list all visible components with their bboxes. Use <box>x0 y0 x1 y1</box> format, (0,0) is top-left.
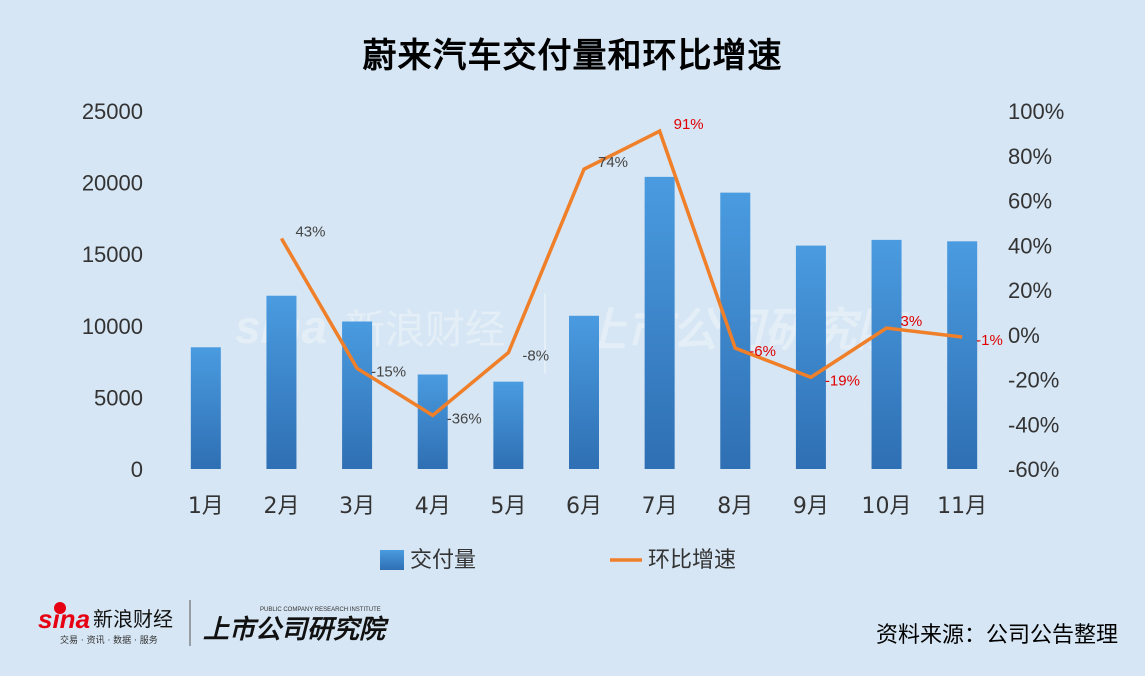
legend-bar-swatch <box>380 550 404 570</box>
y-right-tick-label: 20% <box>1008 278 1052 303</box>
bar-9月 <box>795 245 826 469</box>
x-tick-label: 10月 <box>862 494 912 519</box>
combo-chart: 0 5000 10000 15000 20000 25000 -60% -40% -20% 0% 2… <box>82 99 1064 573</box>
sina-brand-sub: 交易 · 资讯 · 数据 · 服务 <box>60 634 158 646</box>
bar-1月 <box>190 347 221 469</box>
y-right-tick-label: 0% <box>1008 323 1040 348</box>
bar-4月 <box>417 374 448 469</box>
bar-5月 <box>493 381 524 469</box>
y-left-tick-label: 0 <box>131 457 143 482</box>
x-tick-label: 9月 <box>793 494 829 519</box>
x-tick-label: 3月 <box>339 494 375 519</box>
growth-label: 3% <box>901 313 923 330</box>
source-note: 资料来源：公司公告整理 <box>875 623 1118 648</box>
growth-label: 91% <box>674 116 704 133</box>
y-left-tick-label: 15000 <box>82 242 143 267</box>
bar-3月 <box>342 321 373 469</box>
x-tick-label: 8月 <box>717 494 753 519</box>
y-right-tick-label: -20% <box>1008 368 1059 393</box>
growth-label: -19% <box>825 372 860 389</box>
growth-label: -6% <box>749 343 776 360</box>
growth-label: -15% <box>371 363 406 380</box>
bar-2月 <box>266 295 297 469</box>
sina-brand: 新浪财经 <box>93 607 173 631</box>
x-tick-label: 5月 <box>490 494 526 519</box>
y-left-tick-label: 10000 <box>82 314 143 339</box>
y-left-tick-label: 5000 <box>94 385 143 410</box>
growth-label: 43% <box>295 224 325 241</box>
institute-name: 上市公司研究院 <box>203 615 389 645</box>
sina-eye-icon <box>54 602 66 614</box>
y-right-tick-label: 80% <box>1008 144 1052 169</box>
x-tick-label: 11月 <box>937 494 987 519</box>
legend-bar-label: 交付量 <box>410 548 476 573</box>
x-tick-label: 6月 <box>566 494 602 519</box>
chart-title: 蔚来汽车交付量和环比增速 <box>362 36 783 76</box>
bar-10月 <box>871 239 902 469</box>
growth-label: 74% <box>598 154 628 171</box>
footer-logo: sina 新浪财经 交易 · 资讯 · 数据 · 服务 PUBLIC COMPA… <box>38 600 389 646</box>
y-right-tick-label: 100% <box>1008 99 1064 124</box>
x-tick-label: 2月 <box>263 494 299 519</box>
y-left-tick-label: 25000 <box>82 99 143 124</box>
growth-label: -36% <box>447 410 482 427</box>
growth-line <box>279 128 963 418</box>
sina-logo-text: sina <box>38 604 90 634</box>
bar-6月 <box>569 315 599 469</box>
bar-11月 <box>947 241 978 469</box>
x-tick-label: 4月 <box>415 494 451 519</box>
y-right-tick-label: 60% <box>1008 189 1052 214</box>
y-right-tick-label: -60% <box>1008 457 1059 482</box>
institute-en: PUBLIC COMPANY RESEARCH INSTITUTE <box>260 607 381 613</box>
x-tick-label: 7月 <box>642 494 678 519</box>
x-tick-label: 1月 <box>188 494 224 519</box>
growth-label: -8% <box>522 348 549 365</box>
bar-8月 <box>720 192 751 469</box>
bar-7月 <box>644 176 675 469</box>
growth-label: -1% <box>976 332 1003 349</box>
y-left-tick-label: 20000 <box>82 171 143 196</box>
y-right-tick-label: 40% <box>1008 233 1052 258</box>
legend-line-label: 环比增速 <box>648 548 736 573</box>
y-right-tick-label: -40% <box>1008 412 1059 437</box>
